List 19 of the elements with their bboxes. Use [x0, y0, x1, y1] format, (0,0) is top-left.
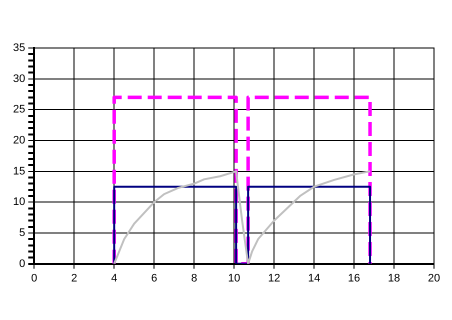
x-tick-label: 12 [268, 272, 280, 284]
x-tick-label: 2 [71, 272, 78, 284]
y-tick-label: 10 [12, 196, 26, 208]
x-tick-label: 8 [191, 272, 198, 284]
y-tick-label: 25 [12, 104, 26, 116]
x-tick-label: 4 [111, 272, 118, 284]
y-tick-label: 30 [12, 72, 26, 85]
y-tick-label: 20 [12, 134, 26, 147]
y-tick-label: 15 [12, 165, 26, 178]
x-tick-label: 16 [348, 272, 360, 284]
x-tick-label: 18 [388, 272, 400, 284]
x-tick-label: 10 [228, 272, 240, 284]
y-tick-label: 35 [12, 42, 26, 54]
x-tick-label: 14 [308, 272, 320, 284]
y-tick-label: 5 [19, 227, 26, 240]
x-tick-label: 6 [151, 272, 158, 284]
y-tick-label: 0 [19, 258, 26, 270]
x-tick-label: 0 [31, 272, 38, 284]
x-tick-label: 20 [428, 272, 440, 284]
